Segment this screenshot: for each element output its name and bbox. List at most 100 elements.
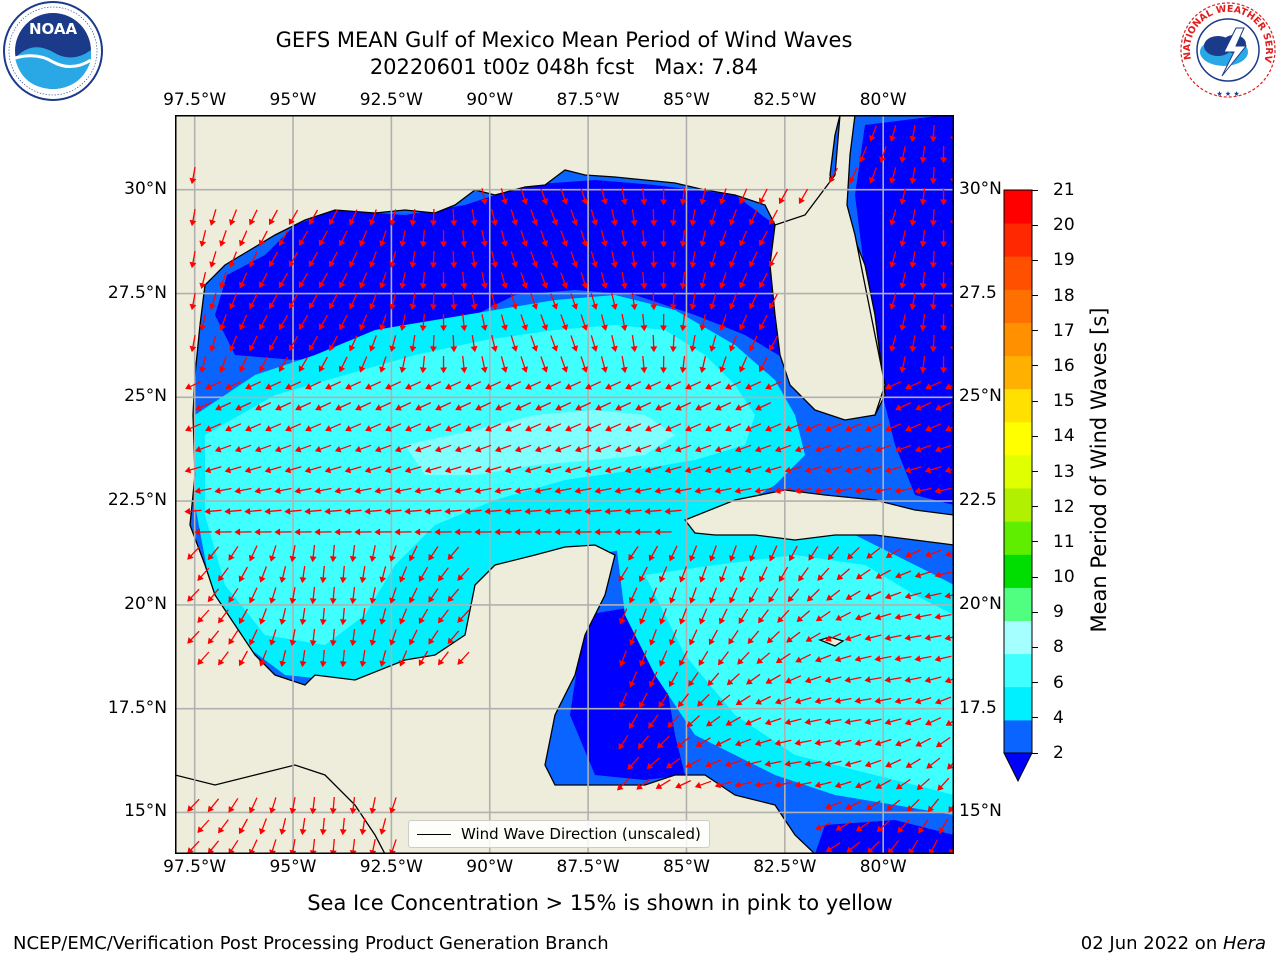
wave-vector-head <box>604 466 612 474</box>
wave-vector-head <box>824 718 831 726</box>
wave-vector-head <box>274 528 281 536</box>
wave-vector-head <box>369 219 376 226</box>
nws-logo-icon: ★ ★ ★ NATIONAL WEATHER SERVICE <box>1178 0 1276 98</box>
wave-vector-head <box>409 219 417 227</box>
wave-vector-head <box>640 283 648 290</box>
wave-vector-head <box>328 260 336 268</box>
wave-vector-head <box>480 198 488 206</box>
wave-vector-head <box>379 828 387 835</box>
wave-vector-head <box>876 825 884 833</box>
wave-vector-head <box>869 134 876 142</box>
wave-vector-head <box>314 528 321 536</box>
wave-vector-head <box>845 425 852 432</box>
colorbar-tick-label: 2 <box>1053 743 1064 763</box>
wave-vector-head <box>238 617 245 625</box>
wave-vector-head <box>224 507 231 515</box>
colorbar-tick-mark <box>1032 471 1038 472</box>
wave-vector-head <box>648 721 655 729</box>
wave-vector-head <box>630 220 638 227</box>
colorbar-tick-label: 12 <box>1053 496 1075 517</box>
wave-vector-head <box>409 261 417 269</box>
wave-vector-head <box>739 239 746 247</box>
wave-vector-head <box>640 325 648 332</box>
colorbar-tick-label: 16 <box>1053 355 1075 376</box>
wave-vector-head <box>689 261 697 269</box>
wave-vector-head <box>238 575 245 583</box>
wave-vector-head <box>630 304 638 311</box>
wave-vector-head <box>679 618 686 625</box>
wave-vector-head <box>334 528 341 536</box>
wave-vector-head <box>258 323 266 331</box>
wave-vector-head <box>454 528 461 536</box>
wave-vector-head <box>739 323 746 331</box>
wave-vector-head <box>689 303 697 311</box>
wave-vector-head <box>615 404 622 411</box>
wave-vector-head <box>434 528 441 536</box>
wave-vector-head <box>894 445 902 453</box>
wave-vector-head <box>889 135 896 142</box>
wave-vector-head <box>614 528 621 536</box>
wave-vector-head <box>348 218 356 226</box>
wave-vector-head <box>205 425 212 432</box>
wave-vector-head <box>775 656 783 664</box>
wave-vector-head <box>470 219 478 227</box>
wave-vector-head <box>689 597 696 604</box>
wave-vector-head <box>389 345 396 352</box>
lat-tick-right: 17.5 <box>959 697 997 718</box>
wave-vector-head <box>209 219 216 226</box>
wave-vector-head <box>698 617 706 625</box>
wave-vector-head <box>719 282 726 289</box>
wave-vector-head <box>676 741 684 748</box>
wave-vector-head <box>419 367 427 374</box>
wave-vector-head <box>207 847 214 854</box>
wave-vector-head <box>694 487 701 494</box>
land-cuba <box>683 489 954 546</box>
wave-vector-head <box>187 847 194 854</box>
wave-vector-head <box>591 219 598 226</box>
colorbar <box>1003 189 1033 783</box>
colorbar-tick-mark <box>1032 295 1038 297</box>
wave-vector-head <box>724 466 732 474</box>
wave-vector-head <box>408 638 416 646</box>
wave-vector-head <box>524 507 531 515</box>
wave-vector-head <box>444 466 452 474</box>
wave-vector-head <box>521 324 528 331</box>
wave-vector-head <box>561 198 569 205</box>
wave-vector-head <box>278 323 285 331</box>
wave-vector-head <box>709 261 716 268</box>
wave-vector-head <box>769 554 776 562</box>
wave-vector-head <box>440 367 448 374</box>
wave-vector-head <box>515 404 522 411</box>
wave-vector-head <box>925 383 932 390</box>
wave-vector-head <box>228 554 235 561</box>
wave-vector-head <box>434 445 442 453</box>
wave-vector-head <box>437 658 445 666</box>
wave-vector-head <box>636 783 643 790</box>
wave-vector-head <box>708 638 715 646</box>
wave-vector-head <box>904 592 912 600</box>
wave-vector-head <box>551 219 559 226</box>
map-title: GEFS MEAN Gulf of Mexico Mean Period of … <box>275 28 853 52</box>
wave-vector-head <box>785 425 792 432</box>
wave-vector-head <box>258 365 266 373</box>
wave-vector-head <box>698 659 705 666</box>
wave-vector-head <box>695 404 702 411</box>
wave-vector-head <box>404 507 411 515</box>
wave-vector-head <box>364 466 372 474</box>
wave-vector-head <box>440 241 448 248</box>
wave-vector-head <box>409 345 417 353</box>
wave-vector-head <box>815 824 822 831</box>
colorbar-tick-mark <box>1032 259 1038 261</box>
wave-vector-head <box>705 383 712 390</box>
wave-vector-head <box>715 404 722 411</box>
wave-vector-head <box>764 718 772 726</box>
wave-vector-head <box>239 365 246 373</box>
wave-vector-head <box>209 261 216 268</box>
wave-vector-head <box>604 507 611 515</box>
wave-vector-head <box>195 404 202 411</box>
wave-vector-head <box>618 743 625 750</box>
wave-vector-head <box>725 425 732 432</box>
wave-vector-head <box>935 741 943 748</box>
lat-tick-left: 15°N <box>124 801 167 822</box>
wave-vector-head <box>511 345 518 352</box>
